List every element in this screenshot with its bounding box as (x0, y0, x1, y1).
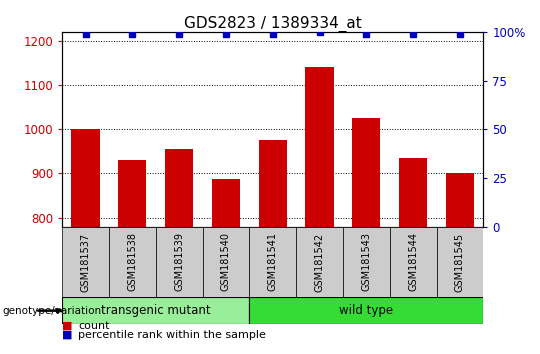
Text: percentile rank within the sample: percentile rank within the sample (78, 330, 266, 339)
Text: GSM181539: GSM181539 (174, 233, 184, 291)
Text: GSM181545: GSM181545 (455, 232, 465, 292)
Text: GSM181542: GSM181542 (314, 232, 325, 292)
Bar (62, 297, 249, 324)
Title: GDS2823 / 1389334_at: GDS2823 / 1389334_at (184, 16, 362, 32)
Bar (62, 227, 109, 297)
Bar (156, 227, 202, 297)
Text: genotype/variation: genotype/variation (3, 306, 102, 316)
Bar (446, 173, 474, 227)
Text: wild type: wild type (339, 304, 393, 317)
Bar (118, 160, 146, 227)
Bar (296, 227, 343, 297)
Bar (343, 227, 390, 297)
Bar (249, 227, 296, 297)
Text: GSM181541: GSM181541 (268, 233, 278, 291)
Bar (390, 227, 436, 297)
Text: transgenic mutant: transgenic mutant (101, 304, 211, 317)
Bar (165, 149, 193, 227)
Bar (306, 67, 334, 227)
Bar (352, 118, 380, 227)
Bar (259, 140, 287, 227)
Bar (109, 227, 156, 297)
Text: GSM181537: GSM181537 (80, 232, 91, 292)
Text: GSM181543: GSM181543 (361, 233, 372, 291)
Bar (71, 129, 99, 227)
Text: ■: ■ (62, 330, 72, 339)
Bar (399, 158, 427, 227)
Text: GSM181538: GSM181538 (127, 233, 137, 291)
Text: ■: ■ (62, 321, 72, 331)
Text: GSM181540: GSM181540 (221, 233, 231, 291)
Bar (436, 227, 483, 297)
Text: count: count (78, 321, 110, 331)
Bar (202, 227, 249, 297)
Bar (249, 297, 483, 324)
Text: GSM181544: GSM181544 (408, 233, 418, 291)
Bar (212, 179, 240, 227)
